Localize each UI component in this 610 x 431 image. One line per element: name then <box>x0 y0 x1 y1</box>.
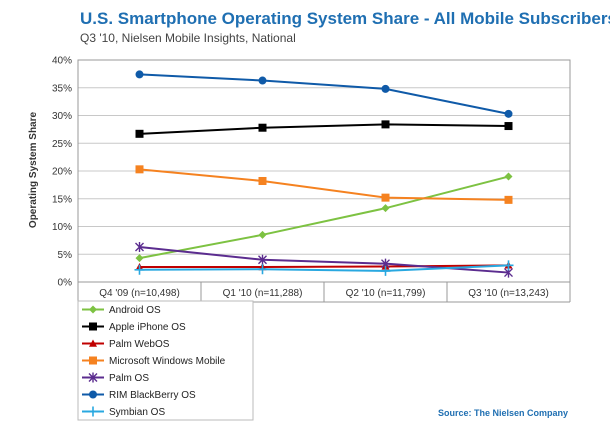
legend-entry: RIM BlackBerry OS <box>109 390 196 401</box>
legend-swatch-marker <box>89 339 97 347</box>
y-tick-label: 10% <box>52 222 72 233</box>
x-tick-label: Q3 '10 (n=13,243) <box>468 288 549 299</box>
x-tick-label: Q1 '10 (n=11,288) <box>223 288 303 299</box>
series-apple-iphone-os <box>135 120 513 138</box>
series-line <box>139 73 509 115</box>
data-point <box>380 265 391 276</box>
series-line <box>139 123 509 135</box>
data-point <box>503 260 514 271</box>
data-point <box>381 84 390 93</box>
data-point <box>258 123 267 132</box>
data-point <box>135 70 144 79</box>
data-point <box>504 195 513 204</box>
data-point <box>381 193 390 202</box>
legend-swatch-marker <box>89 390 97 399</box>
series-symbian-os <box>134 260 514 276</box>
y-tick-label: 5% <box>58 250 73 261</box>
chart-subtitle: Q3 '10, Nielsen Mobile Insights, Nationa… <box>80 31 296 45</box>
series-line <box>139 264 509 272</box>
data-point <box>504 122 513 131</box>
legend-entry: Apple iPhone OS <box>109 322 186 333</box>
source-note: Source: The Nielsen Company <box>438 408 568 418</box>
series-microsoft-windows-mobile <box>135 165 513 204</box>
y-tick-label: 20% <box>52 167 72 178</box>
y-tick-label: 25% <box>52 139 72 150</box>
series-line <box>139 168 509 201</box>
chart-title: U.S. Smartphone Operating System Share -… <box>80 9 610 28</box>
data-point <box>258 76 267 85</box>
legend-swatch-marker <box>88 406 98 417</box>
y-tick-labels: 0% 5% 10% 15% 20% 25% 30% 35% 40% <box>52 56 72 289</box>
legend: Android OS Apple iPhone OS Palm WebOS Micro… <box>77 300 254 421</box>
data-point <box>258 254 267 265</box>
data-point <box>135 129 144 138</box>
data-point <box>135 254 144 263</box>
legend-box <box>77 300 254 421</box>
y-tick-label: 40% <box>52 56 72 67</box>
legend-swatch-marker <box>88 372 98 383</box>
data-point <box>381 204 390 213</box>
data-point <box>135 165 144 174</box>
axes <box>77 59 571 303</box>
data-point <box>504 172 513 181</box>
legend-swatch-marker <box>89 305 97 314</box>
legend-entry: Symbian OS <box>109 407 165 418</box>
y-tick-label: 0% <box>58 278 73 289</box>
series-rim-blackberry-os <box>135 70 513 118</box>
legend-entry: Microsoft Windows Mobile <box>109 356 226 367</box>
series-line <box>139 264 509 269</box>
data-point <box>257 264 268 275</box>
y-tick-label: 15% <box>52 194 72 205</box>
y-tick-label: 30% <box>52 111 72 122</box>
series-android-os <box>135 172 513 263</box>
legend-entry: Android OS <box>109 305 161 316</box>
x-tick-label: Q4 '09 (n=10,498) <box>99 288 180 299</box>
legend-swatch-marker <box>89 322 97 331</box>
legend-entry: Palm OS <box>109 373 149 384</box>
data-point <box>135 242 144 253</box>
series-group <box>134 70 514 278</box>
data-point <box>258 176 267 185</box>
data-point <box>504 109 513 118</box>
x-tick-label: Q2 '10 (n=11,799) <box>346 288 426 299</box>
data-point <box>258 230 267 239</box>
x-tick-labels: Q4 '09 (n=10,498) Q1 '10 (n=11,288) Q2 '10… <box>99 288 549 299</box>
legend-swatch-marker <box>89 356 97 365</box>
data-point <box>381 120 390 129</box>
series-line <box>139 175 509 260</box>
y-axis-label: Operating System Share <box>28 111 39 228</box>
y-tick-label: 35% <box>52 83 72 94</box>
data-point <box>134 264 145 275</box>
legend-entry: Palm WebOS <box>109 339 170 350</box>
